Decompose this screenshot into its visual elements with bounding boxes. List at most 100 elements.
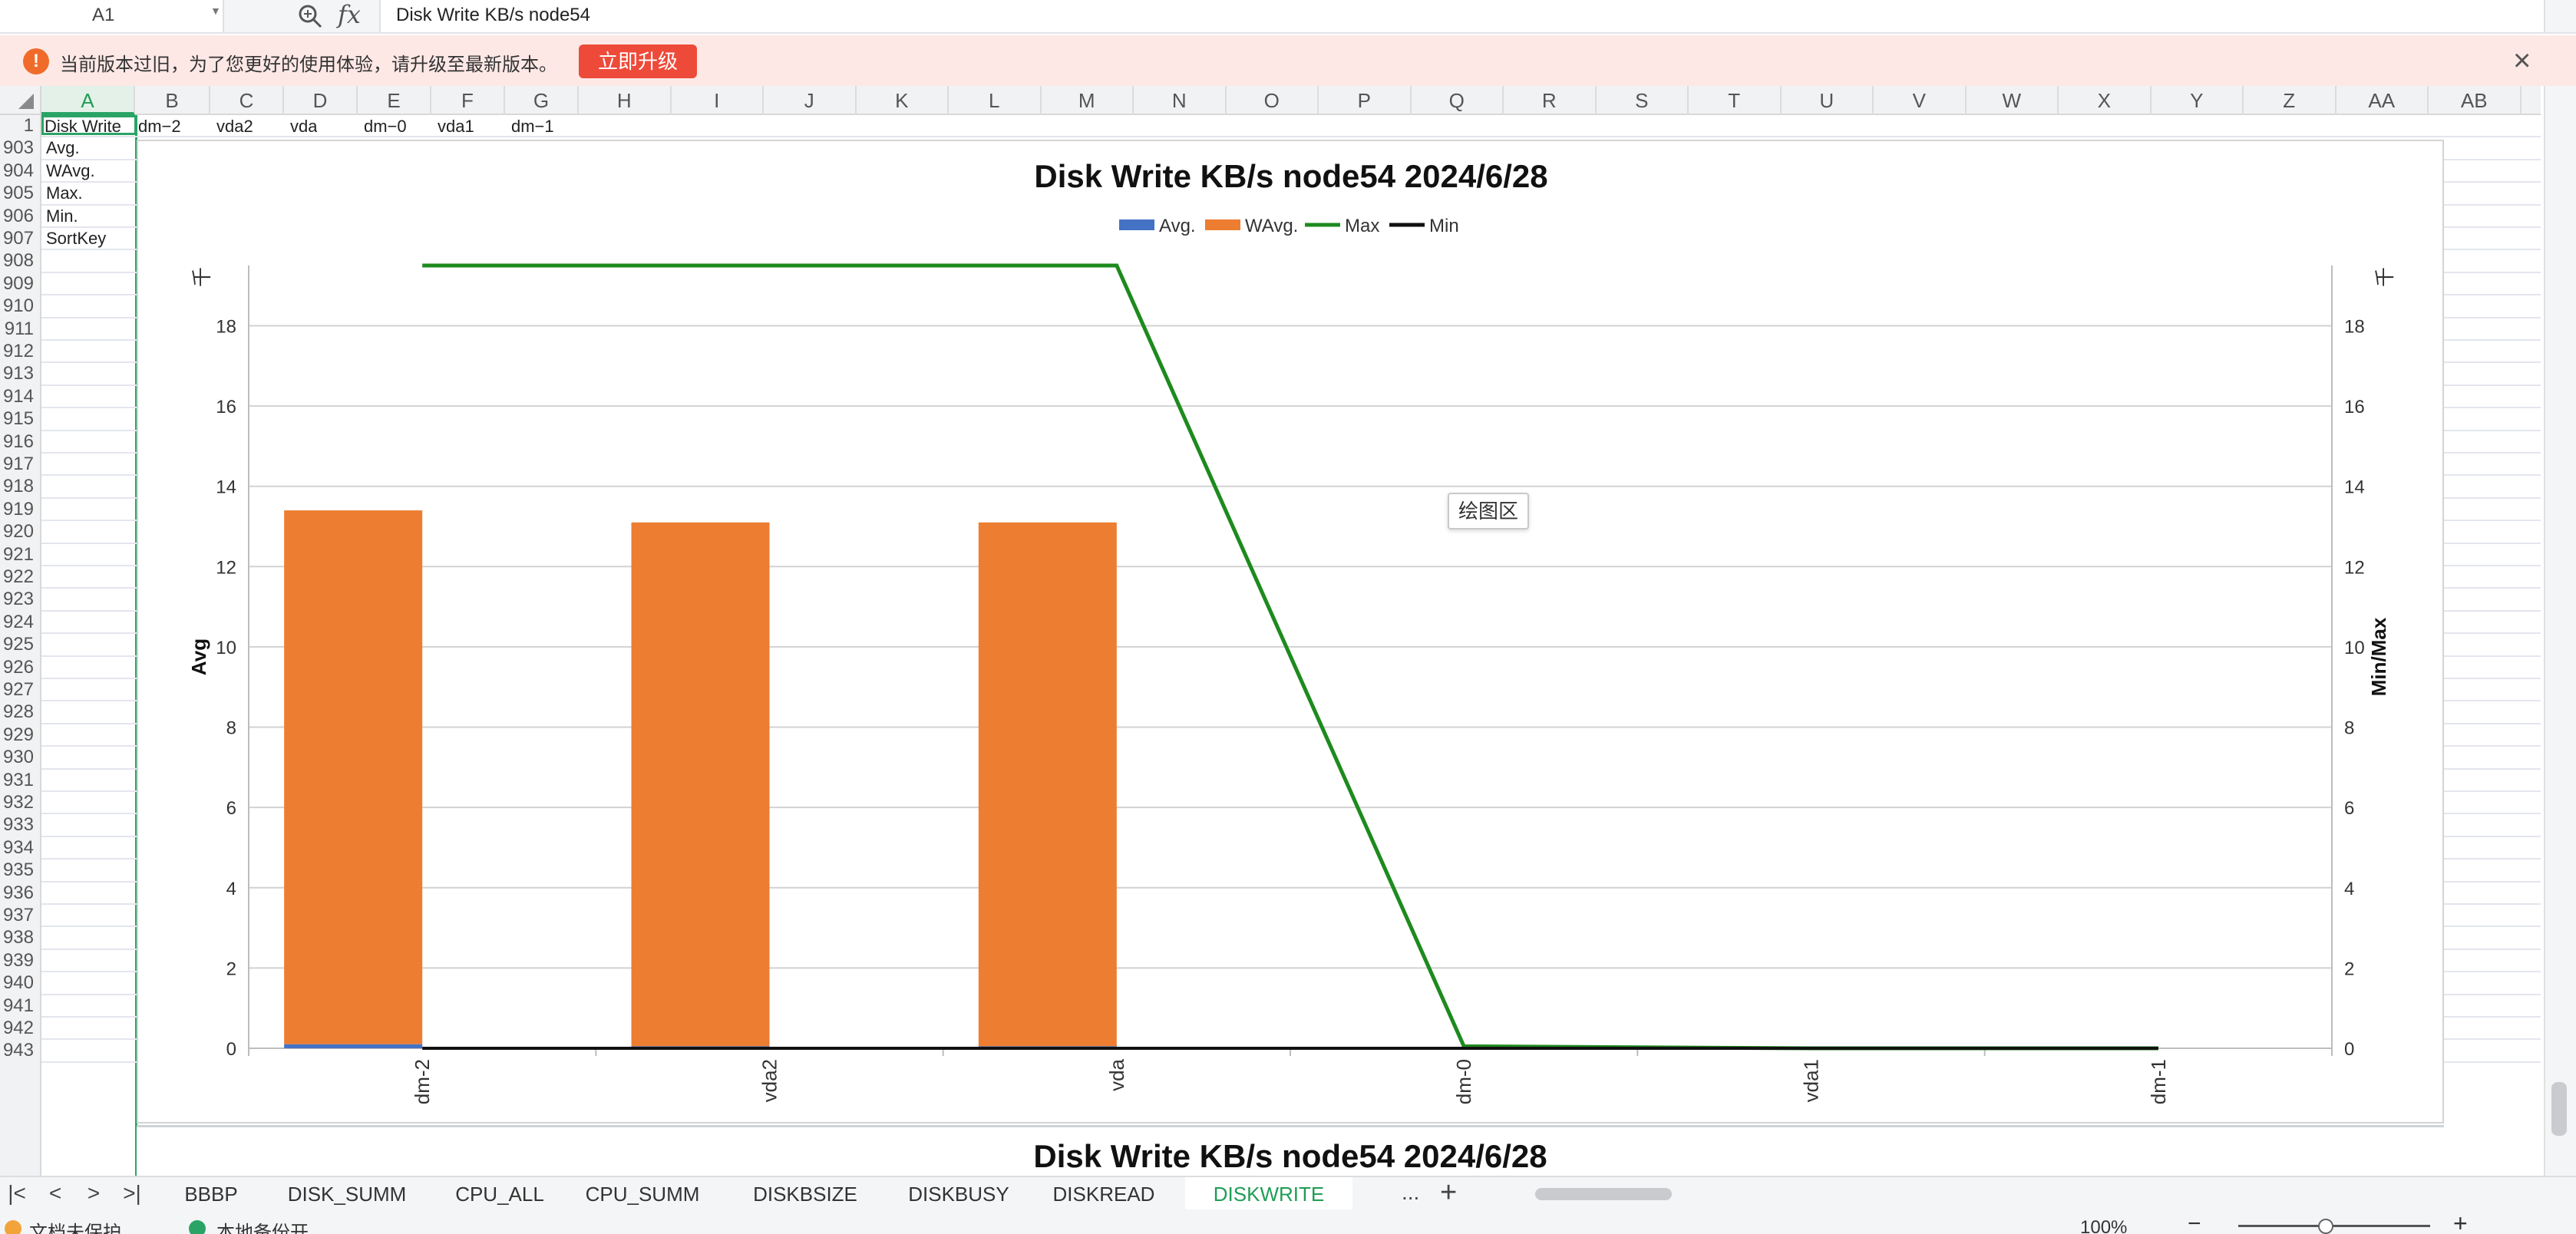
cell-a-wavg[interactable]: WAvg. <box>46 160 95 180</box>
row-header-915[interactable]: 915 <box>2 408 34 430</box>
column-header-h[interactable]: H <box>579 86 672 115</box>
row-header-923[interactable]: 923 <box>2 589 34 610</box>
sheet-tab-cpu_all[interactable]: CPU_ALL <box>455 1183 544 1206</box>
row-header-936[interactable]: 936 <box>2 882 34 903</box>
chart[interactable]: Disk Write KB/s node54 2024/6/28 Avg. WAvg… <box>137 140 2444 1123</box>
row-header-920[interactable]: 920 <box>2 521 34 543</box>
column-header-s[interactable]: S <box>1597 86 1689 115</box>
row-header-924[interactable]: 924 <box>2 611 34 632</box>
row-header-916[interactable]: 916 <box>2 431 34 452</box>
row-header-943[interactable]: 943 <box>2 1040 34 1061</box>
row-header-940[interactable]: 940 <box>2 972 34 994</box>
row-header-935[interactable]: 935 <box>2 860 34 881</box>
cell-a-avg[interactable]: Avg. <box>46 138 80 158</box>
column-header-l[interactable]: L <box>949 86 1042 115</box>
column-header-g[interactable]: G <box>505 86 579 115</box>
column-header-e[interactable]: E <box>358 86 431 115</box>
cell-row1-3[interactable]: vda <box>290 117 318 136</box>
row-header-925[interactable]: 925 <box>2 634 34 655</box>
sheet-tab-diskwrite[interactable]: DISKWRITE <box>1185 1177 1352 1211</box>
sheet-nav-button-3[interactable]: >| <box>123 1181 141 1205</box>
column-header-j[interactable]: J <box>764 86 857 115</box>
cell-a-max[interactable]: Max. <box>46 183 83 203</box>
sheet-tab-cpu_summ[interactable]: CPU_SUMM <box>585 1183 700 1206</box>
column-header-k[interactable]: K <box>857 86 949 115</box>
vertical-scroll-thumb[interactable] <box>2551 1082 2567 1136</box>
row-header-919[interactable]: 919 <box>2 498 34 520</box>
add-sheet-button[interactable]: + <box>1440 1176 1458 1209</box>
column-header-p[interactable]: P <box>1319 86 1412 115</box>
dropdown-arrow-icon[interactable]: ▼ <box>210 5 221 17</box>
row-header-941[interactable]: 941 <box>2 995 34 1016</box>
zoom-in-button[interactable]: + <box>2453 1209 2468 1234</box>
zoom-out-button[interactable]: − <box>2188 1211 2201 1234</box>
row-header-913[interactable]: 913 <box>2 363 34 384</box>
column-header-y[interactable]: Y <box>2152 86 2244 115</box>
active-cell[interactable] <box>41 115 137 135</box>
bar-wavg[interactable] <box>631 522 770 1047</box>
sheet-tab-bbbp[interactable]: BBBP <box>184 1183 238 1206</box>
column-header-m[interactable]: M <box>1042 86 1134 115</box>
upgrade-button[interactable]: 立即升级 <box>579 45 697 78</box>
row-header-942[interactable]: 942 <box>2 1018 34 1038</box>
column-header-x[interactable]: X <box>2059 86 2152 115</box>
cell-row1-6[interactable]: dm−1 <box>511 117 554 136</box>
column-header-b[interactable]: B <box>135 86 210 115</box>
cell-row1-0[interactable]: Disk Write <box>45 117 121 136</box>
row-header-1[interactable]: 1 <box>23 115 34 136</box>
horizontal-scroll-thumb[interactable] <box>1535 1188 1672 1200</box>
row-header-928[interactable]: 928 <box>2 701 34 723</box>
column-header-v[interactable]: V <box>1874 86 1967 115</box>
row-header-933[interactable]: 933 <box>2 814 34 836</box>
cell-a-sortkey[interactable]: SortKey <box>46 229 107 248</box>
sheet-tab-diskread[interactable]: DISKREAD <box>1052 1183 1155 1206</box>
cell-row1-4[interactable]: dm−0 <box>364 117 407 136</box>
row-header-932[interactable]: 932 <box>2 792 34 813</box>
row-header-910[interactable]: 910 <box>2 295 34 317</box>
column-header-o[interactable]: O <box>1227 86 1319 115</box>
sheet-tab-disk_summ[interactable]: DISK_SUMM <box>287 1183 407 1206</box>
formula-input[interactable]: Disk Write KB/s node54 <box>379 0 2545 32</box>
row-header-922[interactable]: 922 <box>2 566 34 587</box>
row-header-912[interactable]: 912 <box>2 341 34 361</box>
sheet-tab-diskbusy[interactable]: DISKBUSY <box>908 1183 1009 1206</box>
close-icon[interactable]: × <box>2513 44 2531 78</box>
row-header-929[interactable]: 929 <box>2 724 34 745</box>
row-header-914[interactable]: 914 <box>2 385 34 407</box>
second-chart[interactable]: Disk Write KB/s node54 2024/6/28 <box>137 1125 2444 1176</box>
column-header-u[interactable]: U <box>1782 86 1874 115</box>
column-header-a[interactable]: A <box>41 86 135 115</box>
row-header-917[interactable]: 917 <box>2 454 34 474</box>
zoom-level[interactable]: 100% <box>2080 1217 2128 1234</box>
row-header-904[interactable]: 904 <box>2 160 34 181</box>
column-header-q[interactable]: Q <box>1412 86 1504 115</box>
zoom-slider-handle[interactable] <box>2318 1219 2333 1234</box>
row-header-908[interactable]: 908 <box>2 250 34 272</box>
name-box[interactable]: A1 ▼ <box>0 0 224 32</box>
row-header-934[interactable]: 934 <box>2 836 34 858</box>
cell-row1-2[interactable]: vda2 <box>216 117 253 136</box>
row-header-911[interactable]: 911 <box>4 318 34 339</box>
row-header-906[interactable]: 906 <box>2 205 34 226</box>
bar-wavg[interactable] <box>978 522 1117 1047</box>
row-header-938[interactable]: 938 <box>2 927 34 949</box>
vertical-scrollbar[interactable] <box>2544 86 2576 1176</box>
row-header-930[interactable]: 930 <box>2 747 34 768</box>
row-header-927[interactable]: 927 <box>2 679 34 700</box>
row-header-926[interactable]: 926 <box>2 656 34 678</box>
column-header-ab[interactable]: AB <box>2429 86 2522 115</box>
row-header-931[interactable]: 931 <box>2 769 34 790</box>
horizontal-scrollbar[interactable] <box>1512 1185 2507 1203</box>
column-header-z[interactable]: Z <box>2244 86 2337 115</box>
row-header-909[interactable]: 909 <box>2 272 34 294</box>
row-header-905[interactable]: 905 <box>2 183 34 204</box>
column-header-t[interactable]: T <box>1689 86 1782 115</box>
row-header-939[interactable]: 939 <box>2 949 34 971</box>
column-header-n[interactable]: N <box>1134 86 1227 115</box>
row-header-937[interactable]: 937 <box>2 905 34 926</box>
sheet-nav-button-1[interactable]: < <box>48 1181 62 1205</box>
row-header-921[interactable]: 921 <box>2 543 34 565</box>
column-header-r[interactable]: R <box>1504 86 1597 115</box>
more-tabs-button[interactable]: ... <box>1402 1180 1420 1204</box>
cell-row1-1[interactable]: dm−2 <box>138 117 181 136</box>
